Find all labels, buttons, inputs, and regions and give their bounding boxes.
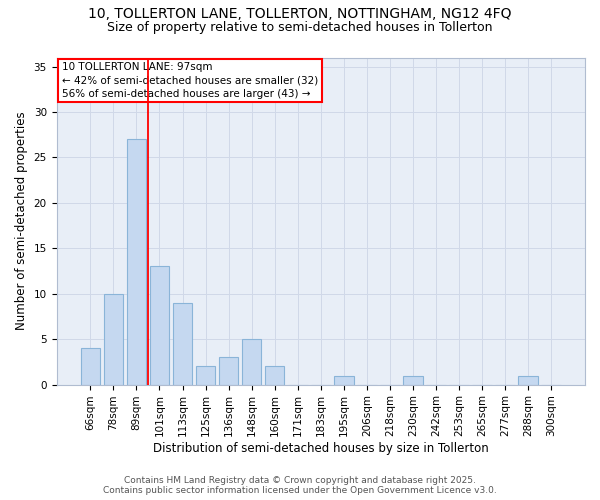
Bar [265, 366, 284, 384]
Bar [127, 140, 146, 384]
Bar [518, 376, 538, 384]
Y-axis label: Number of semi-detached properties: Number of semi-detached properties [15, 112, 28, 330]
Bar [242, 339, 262, 384]
Bar [80, 348, 100, 384]
Text: Size of property relative to semi-detached houses in Tollerton: Size of property relative to semi-detach… [107, 21, 493, 34]
Bar [173, 303, 193, 384]
Bar [104, 294, 123, 384]
X-axis label: Distribution of semi-detached houses by size in Tollerton: Distribution of semi-detached houses by … [153, 442, 488, 455]
Bar [334, 376, 353, 384]
Text: 10, TOLLERTON LANE, TOLLERTON, NOTTINGHAM, NG12 4FQ: 10, TOLLERTON LANE, TOLLERTON, NOTTINGHA… [88, 8, 512, 22]
Bar [219, 358, 238, 384]
Text: 10 TOLLERTON LANE: 97sqm
← 42% of semi-detached houses are smaller (32)
56% of s: 10 TOLLERTON LANE: 97sqm ← 42% of semi-d… [62, 62, 318, 99]
Text: Contains HM Land Registry data © Crown copyright and database right 2025.
Contai: Contains HM Land Registry data © Crown c… [103, 476, 497, 495]
Bar [149, 266, 169, 384]
Bar [403, 376, 423, 384]
Bar [196, 366, 215, 384]
